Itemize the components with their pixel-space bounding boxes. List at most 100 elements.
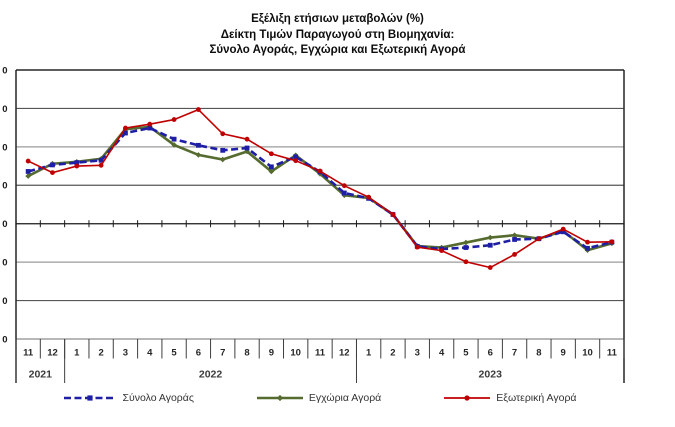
x-month-label: 2 (390, 348, 395, 359)
legend-item-total-market: Σύνολο Αγοράς (63, 392, 194, 404)
series-total-market-line (27, 126, 613, 251)
series-external-market-marker (366, 194, 372, 200)
legend-label-total-market: Σύνολο Αγοράς (122, 392, 194, 404)
x-month-label: 5 (463, 348, 469, 359)
series-total-market-marker (268, 164, 274, 170)
y-axis-tick-label: 0 (2, 296, 7, 307)
series-domestic-market (25, 124, 615, 254)
y-axis-tick-label: 0 (2, 65, 7, 76)
y-axis-tick-label: 0 (2, 104, 7, 115)
x-month-label: 6 (488, 348, 493, 359)
x-month-label: 8 (536, 348, 541, 359)
legend-item-external-market: Εξωτερική Αγορά (443, 392, 577, 404)
series-total-market-marker (487, 242, 493, 248)
series-domestic-market-marker (171, 142, 177, 148)
x-month-label: 3 (415, 348, 420, 359)
x-month-label: 12 (339, 348, 350, 359)
x-year-label: 2022 (199, 369, 223, 381)
y-axis-tick-label: 0 (2, 219, 7, 230)
series-total-market-marker (50, 162, 55, 168)
series-external-market-marker (463, 259, 469, 265)
series-external-market-marker (390, 212, 396, 217)
series-external-market-marker (50, 170, 55, 176)
y-axis-tick-label: 0 (2, 334, 7, 345)
x-month-label: 8 (244, 348, 249, 359)
series-external-market-marker (439, 248, 444, 254)
series-external-market-marker (98, 162, 104, 168)
x-month-label: 6 (196, 348, 201, 359)
series-external-market-marker (560, 226, 566, 232)
x-month-label: 11 (607, 348, 618, 359)
series-total-market-marker (463, 245, 469, 250)
x-month-label: 1 (74, 348, 80, 359)
series-total-market-marker (560, 229, 566, 235)
series-external-market-marker (123, 125, 128, 131)
series-total-market-marker (585, 245, 590, 251)
series-external-market-marker (585, 239, 590, 245)
x-month-label: 2 (98, 348, 103, 359)
solid-line-circle-marker-icon (444, 395, 491, 401)
legend-label-domestic-market: Εγχώρια Αγορά (308, 392, 382, 404)
x-year-label: 2023 (479, 369, 503, 381)
chart-title-line-3: Σύνολο Αγοράς, Εγχώρια και Εξωτερική Αγο… (209, 44, 466, 56)
series-external-market-marker (512, 252, 517, 257)
series-total-market-marker (25, 169, 31, 174)
series-total-market-marker (98, 157, 104, 163)
x-month-label: 5 (171, 348, 177, 359)
legend-item-domestic-market: Εγχώρια Αγορά (256, 392, 381, 404)
series-external-market-marker (196, 107, 201, 112)
series-total-market-marker (196, 142, 201, 148)
x-month-label: 12 (47, 348, 58, 359)
dashed-line-square-marker-icon (64, 395, 117, 401)
x-month-label: 7 (220, 348, 225, 359)
series-external-market-marker (268, 151, 274, 157)
x-month-label: 4 (439, 348, 445, 359)
x-month-label: 1 (366, 348, 372, 359)
series-external-market-marker (317, 168, 323, 174)
chart-title: Εξέλιξη ετήσιων μεταβολών (%) Δείκτη Τιμ… (0, 12, 675, 59)
x-month-label: 4 (147, 348, 153, 359)
series-external-market-marker (536, 236, 542, 242)
series-domestic-market-marker (219, 156, 226, 163)
series-total-market-marker (123, 130, 128, 136)
chart-title-line-2: Δείκτη Τιμών Παραγωγού στη Βιομηχανία: (220, 28, 455, 41)
x-month-label: 10 (290, 348, 301, 359)
solid-line-diamond-marker-icon (256, 394, 303, 402)
x-month-label: 11 (23, 348, 34, 359)
x-month-label: 3 (123, 348, 128, 359)
legend-label-external-market: Εξωτερική Αγορά (496, 392, 577, 404)
x-month-label: 11 (315, 348, 326, 359)
series-external-market-marker (244, 136, 250, 142)
x-month-label: 9 (269, 348, 274, 359)
series-external-market-marker (147, 121, 153, 127)
series-total-market-marker (220, 147, 226, 153)
chart-title-line-1: Εξέλιξη ετήσιων μεταβολών (%) (251, 13, 424, 25)
series-total-market-marker (171, 136, 177, 142)
series-domestic-market-marker (511, 232, 518, 239)
series-external-market-marker (341, 183, 347, 189)
x-month-label: 10 (582, 348, 593, 359)
series-total-market-marker (293, 154, 299, 160)
series-domestic-market-marker (268, 168, 275, 175)
series-external-market-marker (487, 265, 493, 270)
series-external-market-marker (414, 244, 420, 250)
y-axis-tick-label: 0 (2, 142, 7, 153)
series-total-market-marker (74, 160, 80, 166)
x-month-label: 9 (561, 348, 566, 359)
series-external-market (25, 107, 615, 270)
series-domestic-market-marker (195, 152, 202, 158)
x-year-label: 2021 (29, 369, 53, 381)
series-external-market-marker (74, 163, 80, 169)
series-external-market-marker (293, 158, 299, 164)
series-external-market-marker (220, 131, 226, 137)
y-axis-tick-label: 0 (2, 258, 7, 269)
series-external-market-line (27, 108, 612, 269)
series-total-market-marker (147, 125, 153, 131)
series-external-market-marker (609, 239, 615, 245)
series-external-market-marker (171, 117, 177, 122)
series-total-market-marker (244, 145, 250, 151)
series-domestic-market-marker (487, 234, 494, 241)
series-total-market-marker (341, 190, 347, 196)
